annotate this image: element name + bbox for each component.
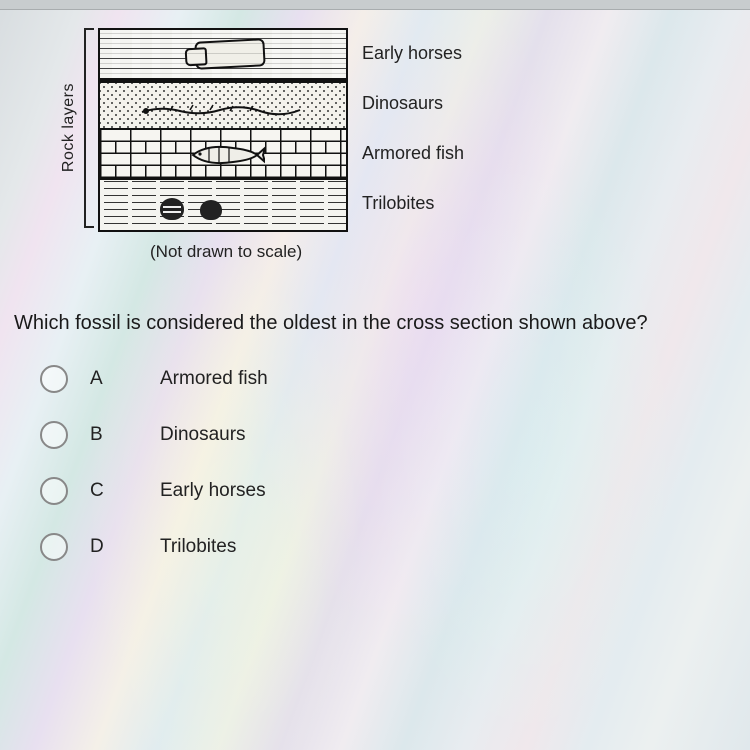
radio-icon[interactable] (40, 365, 68, 393)
answer-option-d[interactable]: D Trilobites (40, 533, 740, 561)
option-text: Early horses (160, 480, 266, 502)
rock-strata-diagram (98, 28, 348, 232)
armored-fish-fossil-icon (185, 142, 265, 168)
y-axis-label: Rock layers (60, 83, 78, 172)
early-horse-fossil-icon (194, 38, 265, 70)
radio-icon[interactable] (40, 533, 68, 561)
option-text: Armored fish (160, 368, 268, 390)
figure-caption: (Not drawn to scale) (150, 242, 302, 262)
stratum-trilobites (100, 180, 346, 230)
option-letter: A (90, 368, 114, 390)
dinosaur-fossil-icon (140, 103, 310, 115)
question-stem: Which fossil is considered the oldest in… (14, 310, 740, 337)
answer-option-a[interactable]: A Armored fish (40, 365, 740, 393)
layer-label-column: Early horses Dinosaurs Armored fish Tril… (362, 28, 464, 228)
layer-label: Armored fish (362, 128, 464, 178)
answer-option-c[interactable]: C Early horses (40, 477, 740, 505)
radio-icon[interactable] (40, 421, 68, 449)
diagram-region: Rock layers (60, 28, 740, 262)
option-text: Dinosaurs (160, 424, 246, 446)
stratum-armored-fish (100, 130, 346, 180)
trilobite-fossil-icon (200, 200, 222, 220)
stratum-dinosaurs (100, 80, 346, 130)
option-letter: B (90, 424, 114, 446)
y-axis-label-column: Rock layers (60, 28, 84, 228)
axis-bracket-icon (84, 28, 94, 228)
answer-option-b[interactable]: B Dinosaurs (40, 421, 740, 449)
stratum-early-horses (100, 30, 346, 80)
layer-label: Dinosaurs (362, 78, 464, 128)
diagram-row: Rock layers (60, 28, 464, 232)
trilobite-fossil-icon (160, 198, 184, 220)
answer-options: A Armored fish B Dinosaurs C Early horse… (40, 365, 740, 561)
option-letter: D (90, 536, 114, 558)
layer-label: Trilobites (362, 178, 464, 228)
page-container: Rock layers (0, 0, 750, 750)
option-text: Trilobites (160, 536, 236, 558)
layer-label: Early horses (362, 28, 464, 78)
option-letter: C (90, 480, 114, 502)
radio-icon[interactable] (40, 477, 68, 505)
